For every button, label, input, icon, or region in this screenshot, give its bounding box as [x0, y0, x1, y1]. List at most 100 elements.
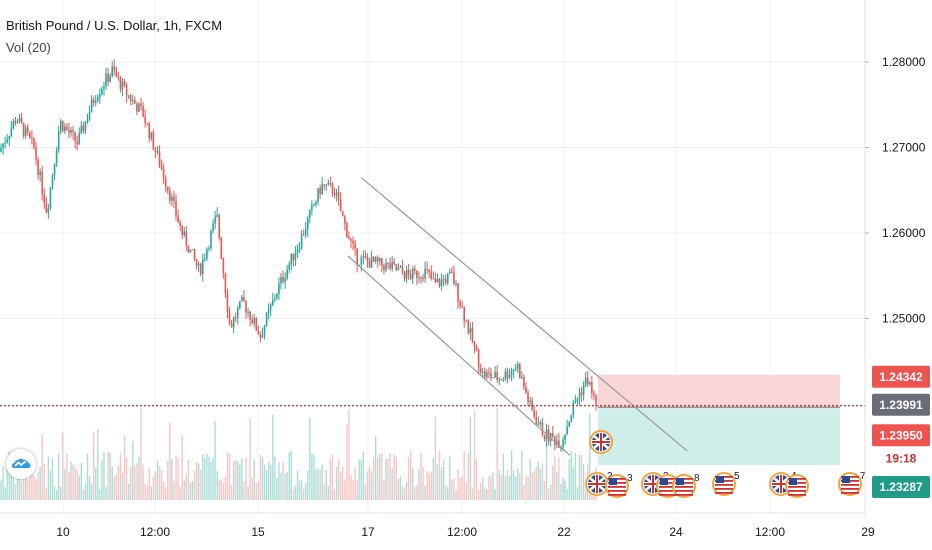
x-tick-label: 22 [557, 525, 571, 539]
candle [296, 249, 299, 254]
candle [197, 263, 200, 266]
candle [580, 392, 583, 395]
channel-trendline[interactable] [360, 176, 688, 452]
candle [325, 184, 328, 186]
volume-bar [395, 456, 397, 500]
candle [127, 95, 130, 97]
candle [99, 93, 101, 98]
candle [374, 257, 377, 262]
volume-bar [66, 454, 68, 500]
volume-bar [372, 457, 375, 500]
volume-bar [517, 467, 519, 500]
candle [234, 317, 237, 319]
volume-bar [479, 482, 482, 500]
tradingview-logo[interactable] [6, 449, 36, 479]
volume-bar [317, 468, 319, 500]
volume-bar [270, 464, 272, 500]
volume-bar [99, 488, 101, 500]
candle [101, 88, 103, 94]
candle [407, 269, 410, 275]
bar-countdown-bg [872, 447, 930, 470]
volume-bar [142, 464, 144, 500]
candle [329, 183, 332, 185]
us-flag-icon[interactable]: 5 [712, 471, 740, 496]
volume-bar [422, 466, 424, 500]
candle [64, 126, 66, 132]
volume-bar [158, 465, 161, 500]
candle [241, 296, 243, 302]
current-price-label-bg [872, 393, 930, 416]
volume-bar [539, 468, 542, 500]
price-scale[interactable]: 1.28000 1.27000 1.26000 1.25000 [865, 55, 926, 326]
volume-bar [20, 481, 23, 500]
volume-bar [348, 409, 350, 500]
candle [33, 137, 35, 148]
time-scale[interactable]: 10 12:00 15 17 12:00 22 24 12:00 29 [56, 525, 875, 539]
volume-bar [193, 471, 196, 500]
candle [82, 125, 85, 132]
volume-bar [327, 485, 330, 500]
volume-bar [449, 456, 451, 500]
candle [255, 317, 258, 331]
us-flag-icon[interactable]: 7 [838, 471, 866, 496]
candle [51, 175, 54, 188]
volume-bar [473, 410, 476, 500]
candle [226, 293, 229, 312]
volume-bar [204, 458, 206, 500]
candle [181, 225, 183, 236]
candle [195, 259, 198, 266]
volume-bar [432, 457, 435, 500]
candle [22, 122, 25, 136]
candle [16, 121, 19, 124]
candle [243, 296, 245, 302]
candle [142, 106, 144, 117]
volume-indicator-label[interactable]: Vol (20) [6, 40, 51, 55]
target-zone[interactable] [598, 374, 840, 409]
volume-bar [78, 475, 80, 500]
candle [426, 268, 428, 270]
volume-bar [92, 431, 95, 500]
candle [131, 99, 134, 102]
us-flag-icon[interactable] [785, 474, 809, 498]
current-price-label: 1.23991 [879, 398, 923, 412]
volume-bar [148, 468, 150, 500]
candle [331, 183, 334, 194]
candle [556, 440, 558, 445]
volume-bar [47, 456, 50, 500]
volume-bar [512, 470, 515, 500]
stop-zone[interactable] [598, 408, 840, 465]
candle [436, 278, 439, 283]
volume-bar [578, 455, 581, 500]
volume-bar [45, 488, 48, 500]
candle [459, 301, 461, 306]
position-tool[interactable] [598, 374, 840, 465]
economic-events[interactable]: 23348547 [585, 430, 866, 498]
volume-bar [113, 476, 115, 500]
volume-bar [352, 479, 354, 500]
candle [282, 276, 284, 282]
us-flag-icon[interactable]: 8 [672, 473, 700, 498]
candle [424, 268, 426, 280]
volume-bar [140, 408, 142, 500]
volume-bar [447, 487, 449, 500]
volume-bar [220, 478, 223, 500]
volume-bar [280, 473, 282, 500]
candle [140, 103, 142, 107]
volume-bar [226, 451, 229, 500]
volume-bar [138, 456, 140, 500]
candle [253, 317, 256, 324]
volume-bar [484, 487, 486, 500]
volume-bar [68, 471, 70, 500]
us-flag-icon[interactable]: 3 [605, 473, 633, 498]
candle [171, 196, 173, 201]
uk-flag-icon[interactable] [589, 430, 613, 454]
candle [469, 328, 472, 333]
volume-bar [477, 489, 480, 500]
candle [138, 103, 140, 112]
volume-bar [500, 475, 502, 500]
candle [222, 258, 225, 274]
candle [593, 392, 595, 396]
candle [280, 276, 282, 284]
channel-trendline[interactable] [347, 255, 571, 456]
